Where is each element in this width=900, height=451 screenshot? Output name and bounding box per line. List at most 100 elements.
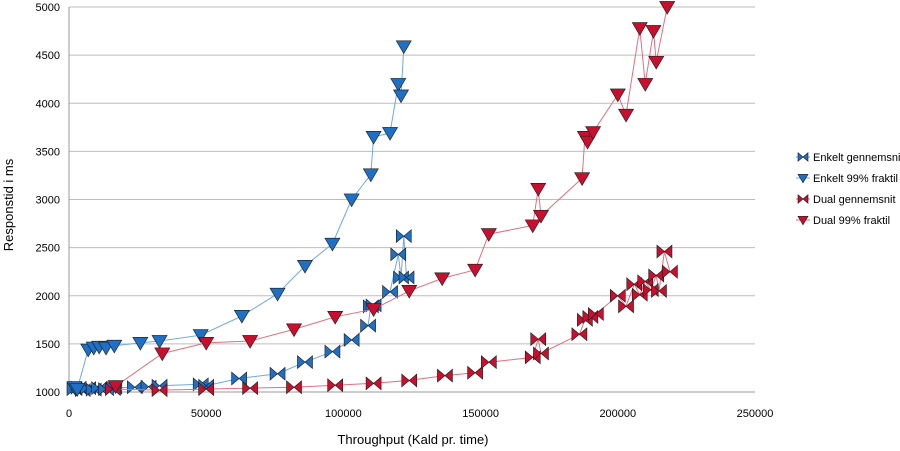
legend-item-0: Enkelt gennemsnit [796,152,900,164]
data-point-s0-17 [343,333,360,348]
legend-marker-3 [797,215,809,226]
data-point-s1-7 [132,336,149,351]
legend-label-3: Dual 99% fraktil [813,215,890,227]
data-point-s0-25 [398,270,415,285]
data-point-s1-17 [382,127,399,141]
data-point-s2-18 [610,288,626,303]
legend-marker-1 [797,173,809,184]
series-2 [105,244,678,398]
data-point-s2-19 [618,299,634,314]
legend-item-3: Dual 99% fraktil [796,215,890,227]
data-point-s2-3 [242,381,258,396]
legend-item-1: Enkelt 99% fraktil [796,173,898,185]
legend: Enkelt gennemsnit Enkelt 99% fraktil Dual … [796,152,900,227]
data-point-s2-6 [365,376,382,391]
data-point-s1-6 [106,339,123,354]
y-tick-label-7: 4500 [36,50,60,62]
y-axis-title: Responstid i ms [1,158,16,251]
data-point-s2-17 [588,307,604,322]
data-point-s3-13 [532,209,549,224]
data-point-s2-9 [467,365,483,380]
data-point-s2-24 [648,268,665,283]
data-point-s3-10 [480,228,497,242]
data-point-s3-14 [574,172,591,187]
data-point-s1-9 [192,329,209,343]
data-point-s0-21 [382,284,398,299]
data-point-s3-9 [467,263,484,278]
data-point-s1-1 [69,383,86,397]
series-1 [66,40,412,397]
data-point-s0-16 [324,344,341,359]
y-tick-label-8: 5000 [36,2,60,14]
data-point-s3-6 [365,303,382,317]
data-point-s2-8 [437,368,453,383]
legend-label-1: Enkelt 99% fraktil [813,173,898,185]
y-tick-label-2: 2000 [36,291,60,303]
x-axis-title: Throughput (Kald pr. time) [337,432,488,447]
data-point-s1-15 [362,168,379,183]
data-point-s1-20 [395,40,412,55]
data-point-s2-7 [401,373,418,388]
data-point-s3-0 [107,380,124,394]
data-point-s3-5 [327,311,344,325]
data-point-s2-27 [662,264,678,279]
data-point-s1-19 [392,89,410,104]
data-point-s3-1 [154,347,171,362]
data-point-s2-26 [656,244,673,259]
data-point-s2-14 [571,327,588,342]
data-point-s3-19 [618,108,635,123]
data-point-s3-22 [645,25,662,39]
data-point-s3-12 [530,182,547,197]
y-tick-label-6: 4000 [36,98,60,110]
y-tick-label-4: 3000 [36,195,60,207]
data-point-s2-2 [198,382,214,397]
grid-lines [69,6,755,393]
legend-marker-0 [797,152,809,162]
x-tick-label-3: 150000 [462,408,499,420]
legend-item-2: Dual gennemsnit [796,194,896,206]
data-point-s3-23 [648,55,665,70]
data-point-s2-13 [533,346,549,361]
series-line-2 [112,251,671,391]
data-point-s2-4 [286,380,302,395]
x-tick-label-5: 250000 [737,408,774,420]
data-point-s3-4 [285,323,303,338]
data-point-s1-13 [324,237,341,252]
data-point-s3-11 [524,219,541,234]
data-point-s1-11 [269,287,286,302]
legend-label-2: Dual gennemsnit [813,194,896,206]
data-point-s3-8 [434,272,451,287]
data-point-s1-8 [151,335,168,349]
x-tick-labels: 0 50000 100000 150000 200000 250000 [66,408,773,420]
data-point-s1-18 [390,78,407,92]
data-point-s0-24 [395,229,412,244]
x-tick-label-2: 100000 [325,408,362,420]
x-tick-label-4: 200000 [599,408,636,420]
legend-label-0: Enkelt gennemsnit [813,152,900,164]
data-point-s3-3 [242,335,259,349]
y-tick-label-1: 1500 [36,339,60,351]
data-point-s1-14 [343,193,360,208]
axes [68,7,755,393]
y-tick-label-5: 3500 [36,146,60,158]
data-point-s1-12 [296,259,314,274]
data-point-s1-16 [365,131,382,145]
data-point-s0-18 [360,318,376,333]
data-point-s3-7 [401,285,418,299]
data-point-s2-25 [651,283,667,298]
data-point-s3-24 [659,1,676,15]
data-point-s3-2 [198,336,215,351]
x-tick-label-0: 0 [66,408,72,420]
data-point-s2-1 [151,383,168,398]
series-3 [107,1,676,394]
data-point-s2-10 [481,355,497,370]
series-layer [66,1,678,398]
data-point-s3-20 [631,22,648,36]
y-tick-labels: 1000 1500 2000 2500 3000 3500 4000 4500 5000 [36,2,60,399]
data-point-s0-14 [269,366,286,381]
data-point-s3-17 [585,126,602,140]
data-point-s3-18 [609,88,626,103]
data-point-s0-22 [390,247,407,262]
data-point-s2-5 [327,378,343,393]
